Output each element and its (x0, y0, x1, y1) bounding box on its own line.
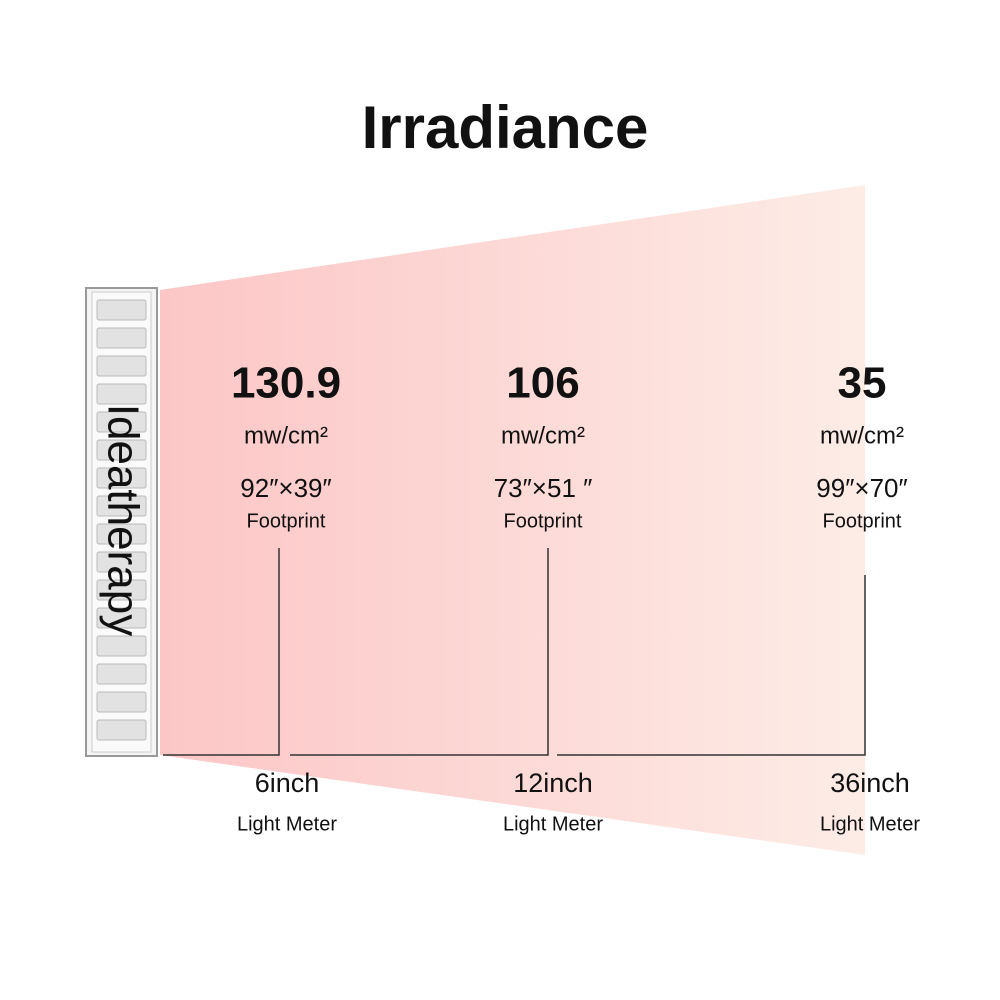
unit: mw/cm² (244, 422, 328, 449)
unit: mw/cm² (820, 422, 904, 449)
footprint-label: Footprint (823, 510, 902, 532)
led-block (96, 579, 147, 601)
title: Irradiance (362, 94, 649, 161)
meter-label: Light Meter (237, 813, 337, 835)
connectors (163, 548, 866, 756)
led-block (96, 635, 147, 657)
led-block (96, 691, 147, 713)
led-block (96, 495, 147, 517)
footprint: 99″×70″ (816, 473, 907, 503)
labels: 130.9 mw/cm² 92″×39″ Footprint 6inch Light Me… (231, 359, 920, 836)
footprint-label: Footprint (247, 510, 326, 532)
led-block (96, 607, 147, 629)
led-block (96, 719, 147, 741)
led-block (96, 523, 147, 545)
led-block (96, 411, 147, 433)
footprint: 73″×51 ″ (494, 473, 593, 503)
footprint-label: Footprint (504, 510, 583, 532)
led-block (96, 299, 147, 321)
footprint: 92″×39″ (240, 473, 331, 503)
light-beam (160, 185, 865, 855)
led-block (96, 663, 147, 685)
led-block (96, 551, 147, 573)
meter-label: Light Meter (503, 813, 603, 835)
led-block (96, 383, 147, 405)
irradiance-value: 35 (838, 359, 887, 408)
led-block (96, 327, 147, 349)
led-block (96, 355, 147, 377)
lamp (85, 287, 158, 757)
connector (290, 548, 549, 756)
led-block (96, 439, 147, 461)
distance: 6inch (255, 768, 320, 798)
connector (163, 548, 280, 756)
distance: 36inch (830, 768, 910, 798)
distance: 12inch (513, 768, 593, 798)
brand: Ideatherapy (98, 404, 147, 636)
irradiance-value: 130.9 (231, 359, 341, 408)
unit: mw/cm² (501, 422, 585, 449)
meter-label: Light Meter (820, 813, 920, 835)
irradiance-value: 106 (506, 359, 579, 408)
led-block (96, 467, 147, 489)
connector (557, 575, 866, 756)
